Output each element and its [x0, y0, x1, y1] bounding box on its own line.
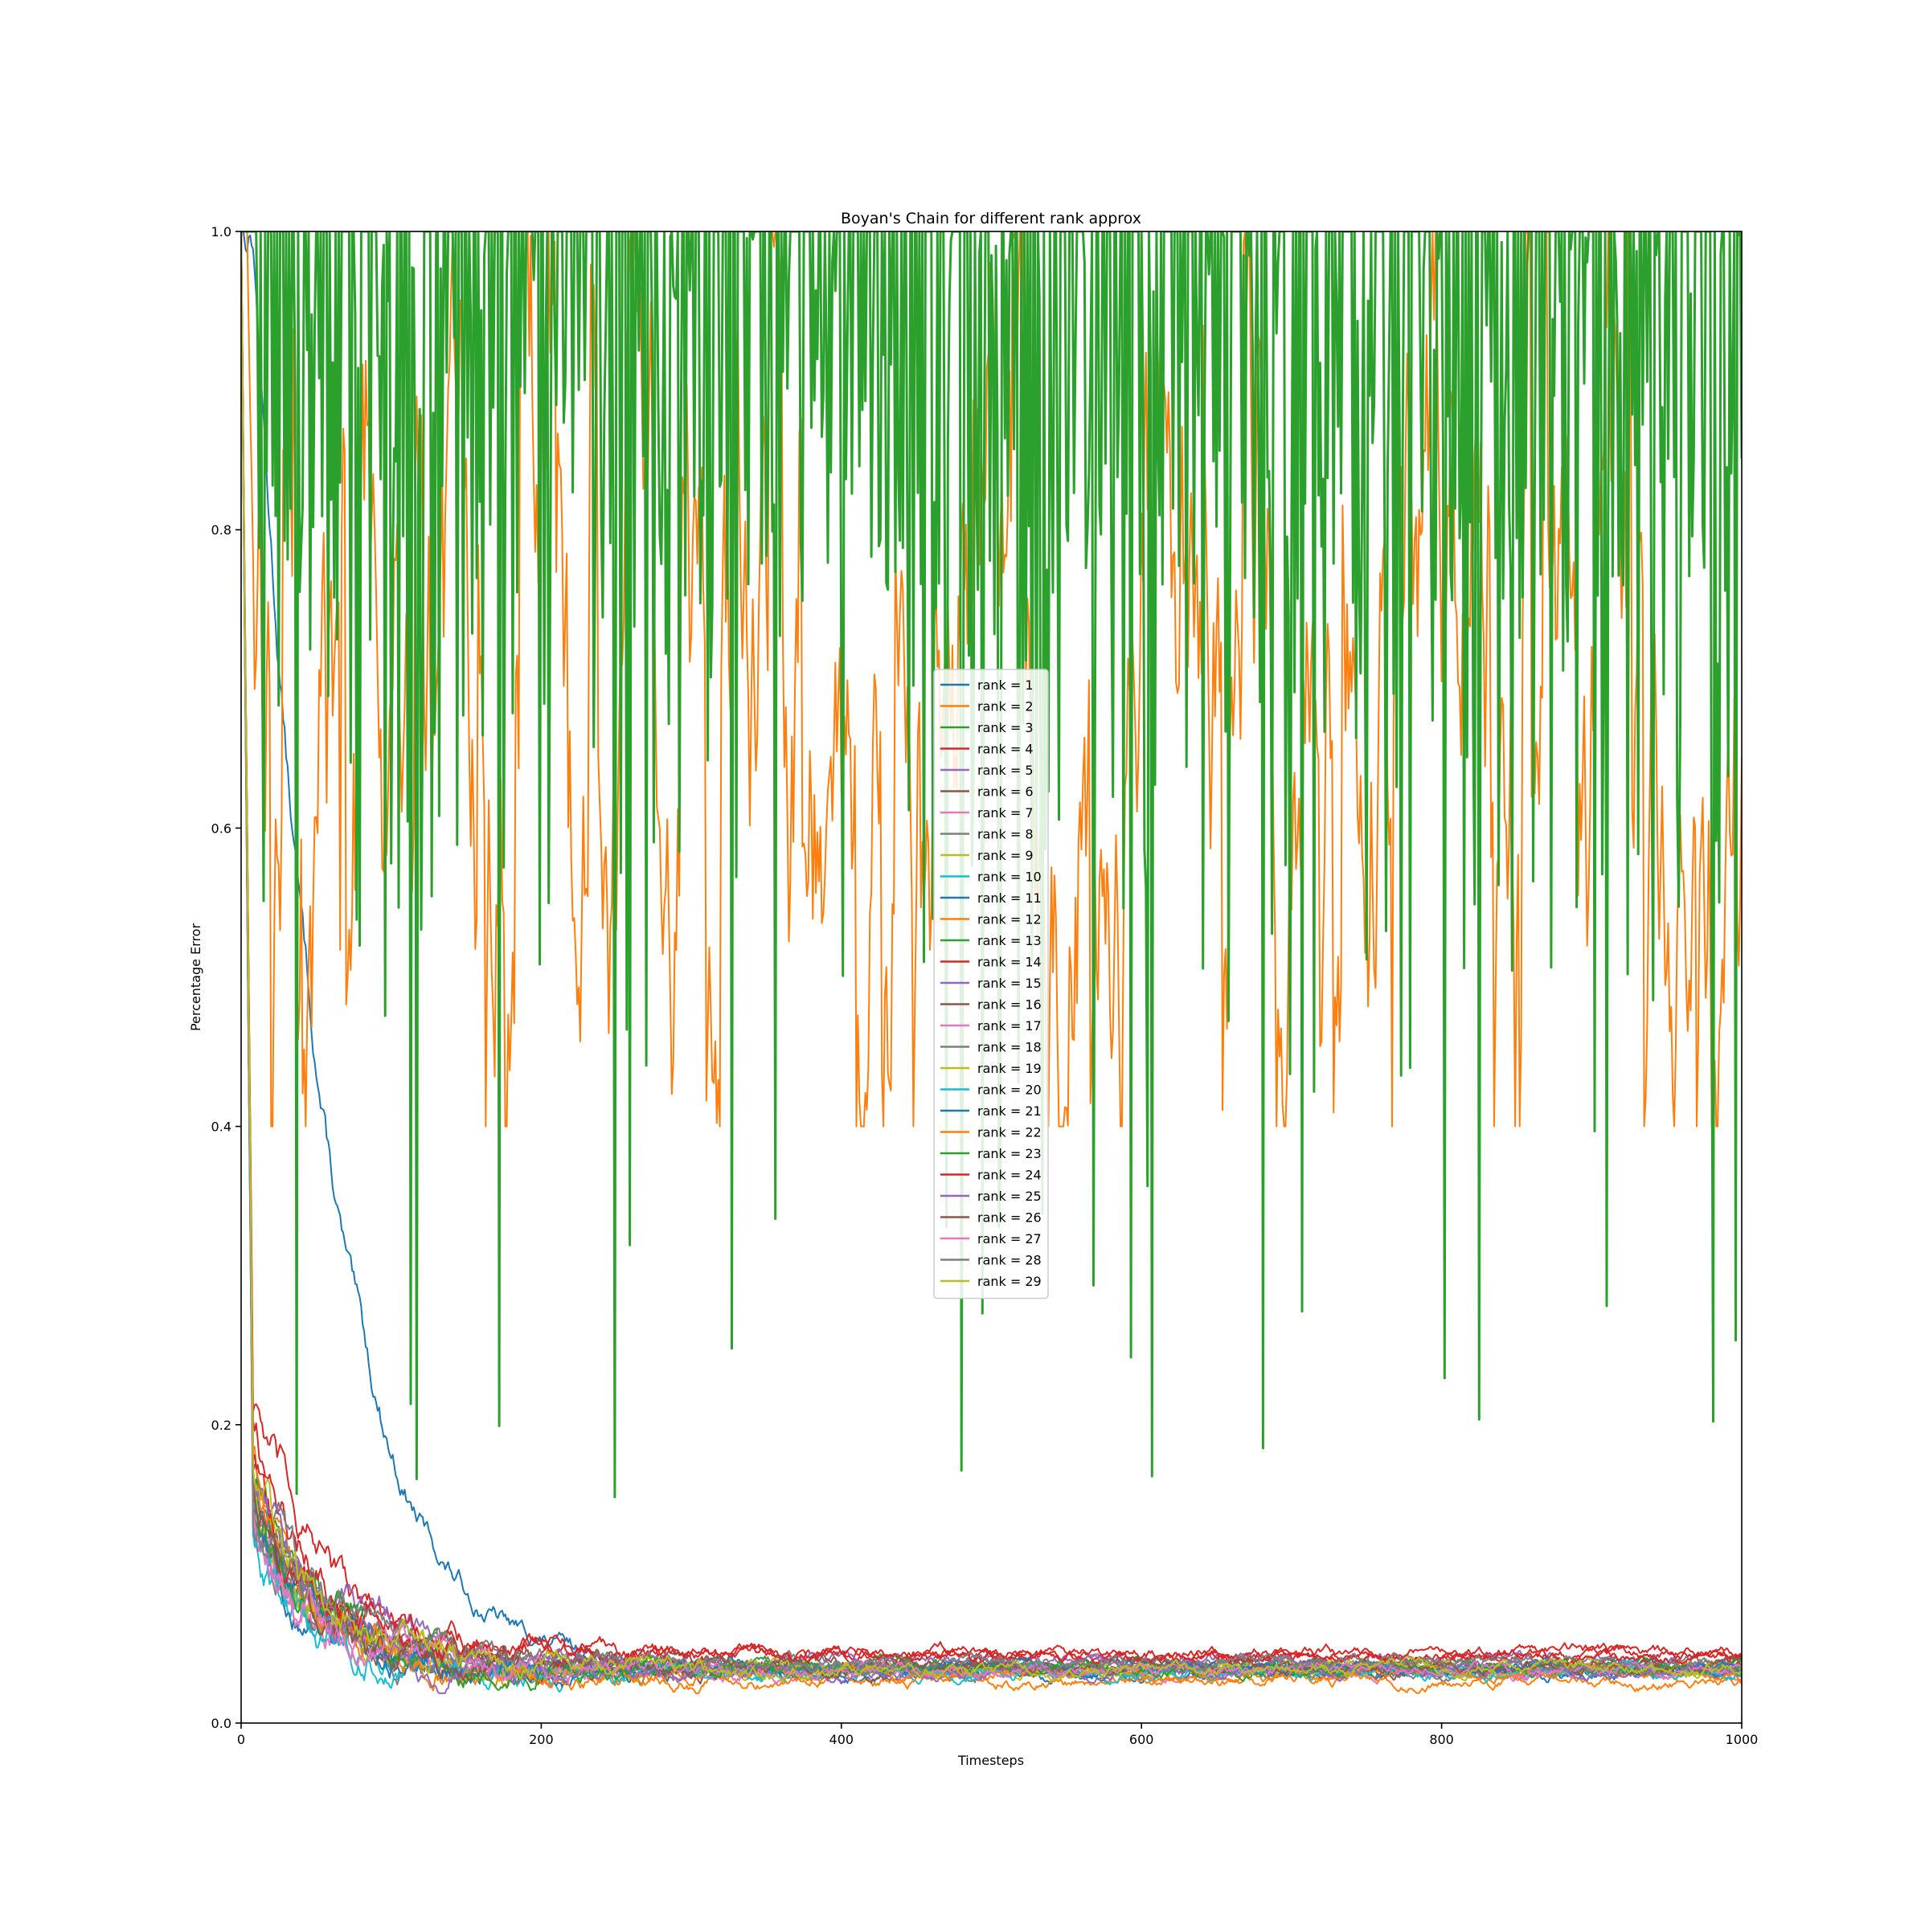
x-tick-label: 800: [1429, 1732, 1454, 1747]
legend-label: rank = 18: [977, 1040, 1042, 1055]
legend-label: rank = 3: [977, 720, 1034, 735]
legend-label: rank = 21: [977, 1103, 1042, 1119]
y-tick-label: 0.6: [211, 821, 231, 836]
series-layer: [241, 231, 1742, 1694]
legend-label: rank = 14: [977, 955, 1042, 970]
plot-frame: [240, 231, 1743, 1724]
legend: rank = 1 rank = 2 rank = 3 rank = 4 rank = 5…: [933, 669, 1049, 1300]
legend-label: rank = 12: [977, 912, 1042, 927]
legend-label: rank = 17: [977, 1018, 1042, 1034]
legend-label: rank = 28: [977, 1253, 1042, 1268]
legend-label: rank = 4: [977, 742, 1034, 757]
legend-label: rank = 1: [977, 677, 1034, 693]
legend-label: rank = 25: [977, 1189, 1042, 1204]
legend-label: rank = 20: [977, 1083, 1042, 1098]
legend-box: [933, 669, 1049, 1300]
x-tick-label: 1000: [1726, 1732, 1759, 1747]
y-tick-label: 1.0: [211, 224, 231, 239]
legend-label: rank = 27: [977, 1231, 1042, 1246]
x-tick-label: 200: [529, 1732, 554, 1747]
series-line-rank-23: [241, 231, 1742, 1692]
series-line-rank-27: [241, 231, 1742, 1684]
series-line-rank-24: [241, 231, 1742, 1668]
legend-label: rank = 23: [977, 1146, 1042, 1161]
series-line-rank-3: [241, 231, 1742, 1499]
legend-label: rank = 10: [977, 870, 1042, 885]
legend-label: rank = 6: [977, 784, 1034, 800]
x-tick-label: 600: [1129, 1732, 1154, 1747]
legend-label: rank = 29: [977, 1274, 1042, 1289]
legend-label: rank = 7: [977, 805, 1034, 821]
ticks-layer: 0 200 400 600 800 1000 0.0 0.2 0.4 0.6 0.8 1.0: [211, 224, 1759, 1747]
series-line-rank-28: [241, 243, 1742, 1678]
series-line-rank-29: [241, 235, 1742, 1683]
y-axis-label: Percentage Error: [188, 923, 203, 1032]
legend-label: rank = 5: [977, 763, 1034, 778]
y-tick-label: 0.4: [211, 1119, 231, 1135]
legend-label: rank = 13: [977, 933, 1042, 948]
x-axis-label: Timesteps: [957, 1753, 1024, 1768]
x-tick-label: 0: [237, 1732, 245, 1747]
legend-label: rank = 19: [977, 1061, 1042, 1076]
legend-label: rank = 26: [977, 1210, 1042, 1226]
legend-label: rank = 16: [977, 997, 1042, 1013]
chart-title: Boyan's Chain for different rank approx: [841, 210, 1141, 227]
legend-label: rank = 11: [977, 890, 1042, 906]
legend-label: rank = 22: [977, 1125, 1042, 1140]
legend-label: rank = 15: [977, 976, 1042, 991]
y-tick-label: 0.8: [211, 522, 231, 538]
legend-label: rank = 9: [977, 848, 1034, 863]
y-tick-label: 0.2: [211, 1418, 231, 1433]
legend-label: rank = 8: [977, 827, 1034, 842]
y-tick-label: 0.0: [211, 1716, 231, 1731]
legend-label: rank = 24: [977, 1168, 1042, 1183]
legend-label: rank = 2: [977, 699, 1034, 714]
x-tick-label: 400: [829, 1732, 854, 1747]
